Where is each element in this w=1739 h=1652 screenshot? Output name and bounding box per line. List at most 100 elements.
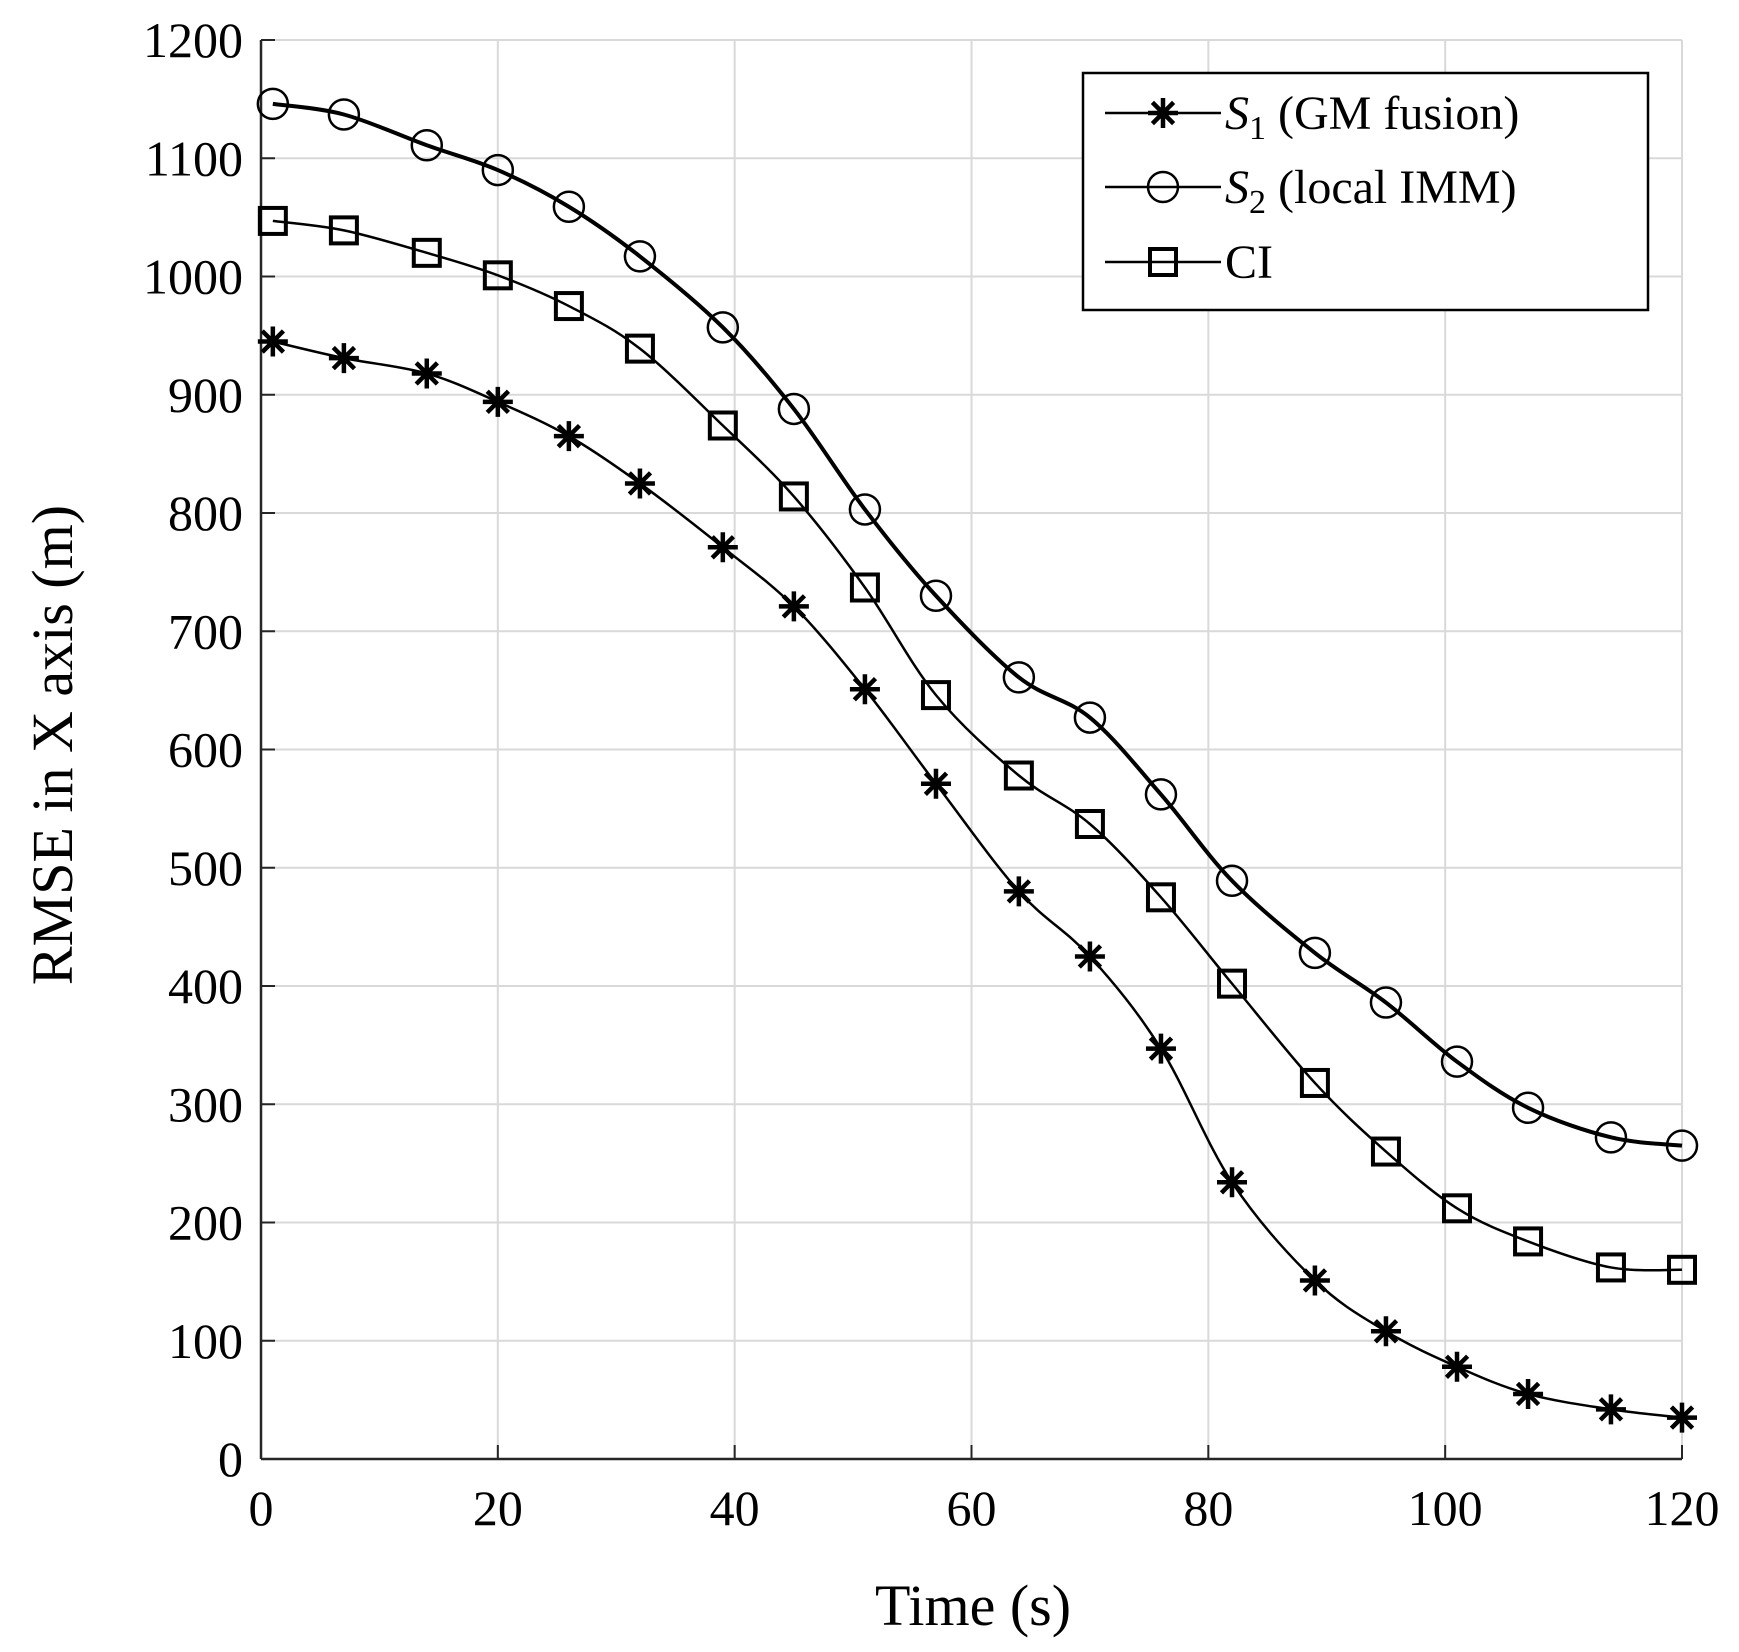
series-1-point bbox=[1217, 1167, 1248, 1198]
series-2-point bbox=[1511, 1091, 1545, 1125]
series-2-point bbox=[1144, 778, 1178, 811]
y-tick-label: 600 bbox=[168, 722, 243, 778]
series-1-point bbox=[707, 532, 738, 563]
series-3-point bbox=[1442, 1193, 1473, 1224]
legend-entry-1: S1 (GM fusion) bbox=[1105, 87, 1519, 147]
y-tick-label: 1000 bbox=[143, 249, 243, 305]
y-tick-label: 200 bbox=[168, 1195, 243, 1251]
series-1-point bbox=[624, 468, 655, 499]
y-tick-label: 300 bbox=[168, 1076, 243, 1132]
series-3-line bbox=[272, 219, 1683, 1272]
legend: S1 (GM fusion) S2 (local IMM) CI bbox=[1081, 71, 1650, 312]
series-2-point bbox=[1073, 701, 1107, 734]
series-2-point bbox=[623, 240, 657, 273]
series-2-point bbox=[327, 98, 361, 131]
x-tick-label: 80 bbox=[1183, 1480, 1233, 1536]
plot-axes bbox=[259, 39, 1683, 1461]
y-tick-label: 400 bbox=[168, 958, 243, 1014]
x-tick-label: 120 bbox=[1645, 1480, 1720, 1536]
series-3-point bbox=[257, 205, 288, 236]
series-1-point bbox=[849, 674, 880, 705]
y-tick-label: 1100 bbox=[145, 130, 243, 186]
y-tick-label: 0 bbox=[218, 1431, 243, 1487]
tick-labels: 0 20 40 60 80 100 1200100200300400500600700800… bbox=[143, 12, 1720, 1536]
legend-entry-2: S2 (local IMM) bbox=[1105, 161, 1517, 221]
legend-entry-3: CI bbox=[1105, 236, 1273, 289]
series-1-point bbox=[1370, 1316, 1401, 1347]
series-1-line bbox=[272, 340, 1683, 1419]
series-2 bbox=[256, 87, 1699, 1162]
series-1-point bbox=[1074, 941, 1105, 972]
series-3-point bbox=[1217, 968, 1248, 999]
series-1-point bbox=[778, 591, 809, 622]
series-1-point bbox=[328, 343, 359, 374]
series-1-point bbox=[257, 326, 288, 357]
y-tick-label: 1200 bbox=[143, 12, 243, 68]
series-2-point bbox=[777, 392, 811, 426]
series-1-point bbox=[1595, 1394, 1626, 1425]
series-3 bbox=[257, 205, 1697, 1285]
series-2-point bbox=[706, 311, 740, 344]
series-3-point bbox=[849, 572, 880, 603]
x-tick-label: 0 bbox=[249, 1480, 274, 1536]
x-tick-label: 60 bbox=[947, 1480, 997, 1536]
series-2-point bbox=[256, 87, 290, 121]
series-3-point bbox=[1074, 808, 1105, 839]
series-1-point bbox=[411, 358, 442, 389]
series-3-point bbox=[1667, 1254, 1697, 1285]
legend-label: CI bbox=[1225, 236, 1273, 289]
series-2-point bbox=[919, 579, 953, 613]
data-series bbox=[256, 87, 1699, 1433]
series-2-point bbox=[410, 128, 444, 162]
series-1-point bbox=[482, 386, 513, 417]
series-3-point bbox=[328, 215, 359, 246]
series-2-point bbox=[1298, 936, 1332, 970]
series-3-point bbox=[920, 680, 951, 711]
series-3-point bbox=[482, 260, 513, 291]
series-2-point bbox=[481, 153, 515, 187]
series-3-point bbox=[778, 481, 809, 512]
y-tick-label: 700 bbox=[168, 603, 243, 659]
series-2-point bbox=[552, 190, 586, 223]
series-2-point bbox=[1594, 1121, 1628, 1154]
series-2-point bbox=[848, 493, 882, 526]
legend-label: S2 (local IMM) bbox=[1225, 161, 1517, 221]
series-3-point bbox=[1513, 1226, 1544, 1257]
series-1-point bbox=[1003, 876, 1034, 907]
series-2-point bbox=[1215, 864, 1249, 898]
series-1 bbox=[257, 326, 1697, 1433]
legend-label: S1 (GM fusion) bbox=[1225, 87, 1519, 147]
legend-marker bbox=[1148, 98, 1178, 128]
series-2-point bbox=[1665, 1129, 1699, 1162]
series-3-point bbox=[1003, 760, 1034, 791]
series-1-point bbox=[1442, 1351, 1473, 1382]
series-1-point bbox=[1299, 1265, 1330, 1296]
series-1-point bbox=[920, 768, 951, 799]
series-3-point bbox=[411, 237, 442, 268]
series-2-point bbox=[1002, 661, 1036, 694]
series-2-point bbox=[1440, 1045, 1474, 1078]
y-tick-label: 800 bbox=[168, 485, 243, 541]
x-tick-label: 100 bbox=[1408, 1480, 1483, 1536]
legend-marker bbox=[1146, 170, 1180, 204]
legend-marker bbox=[1148, 247, 1178, 277]
series-3-point bbox=[1595, 1252, 1626, 1283]
series-3-point bbox=[624, 333, 655, 364]
series-1-point bbox=[1513, 1378, 1544, 1409]
series-3-point bbox=[1370, 1136, 1401, 1167]
y-tick-label: 500 bbox=[168, 840, 243, 896]
series-1-point bbox=[1667, 1402, 1697, 1433]
y-tick-label: 900 bbox=[168, 367, 243, 423]
series-3-point bbox=[1299, 1067, 1330, 1098]
series-3-point bbox=[553, 291, 584, 322]
series-3-point bbox=[1145, 882, 1176, 913]
series-2-line bbox=[272, 101, 1683, 1148]
y-axis-label: RMSE in X axis (m) bbox=[20, 505, 85, 985]
y-tick-label: 100 bbox=[168, 1313, 243, 1369]
x-tick-label: 40 bbox=[710, 1480, 760, 1536]
x-axis-label: Time (s) bbox=[875, 1573, 1071, 1638]
series-1-point bbox=[553, 421, 584, 452]
series-2-point bbox=[1369, 986, 1403, 1019]
series-1-point bbox=[1145, 1033, 1176, 1064]
